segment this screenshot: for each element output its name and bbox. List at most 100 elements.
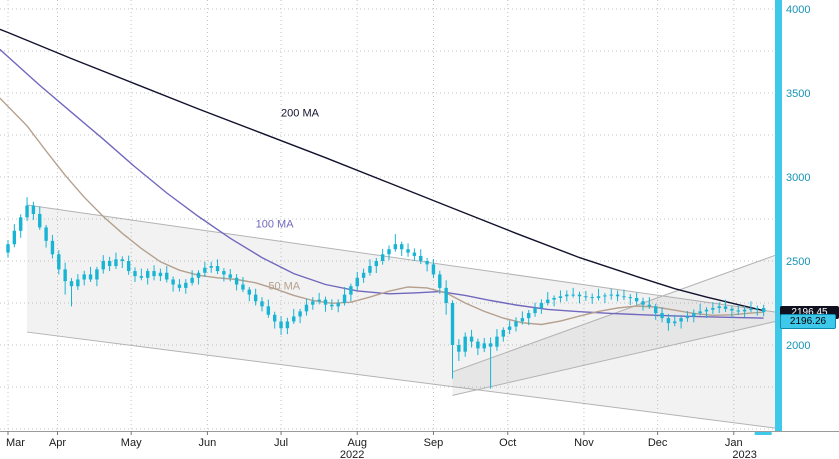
candle-body: [488, 343, 493, 347]
candle-body: [406, 249, 410, 253]
month-label: May: [121, 437, 142, 449]
candle-body: [120, 259, 124, 261]
candle-body: [50, 240, 55, 255]
candle-body: [393, 244, 398, 250]
candle-body: [69, 281, 74, 287]
candle-body: [425, 261, 429, 265]
candle-body: [95, 269, 99, 280]
candle-body: [742, 309, 747, 312]
candle-body: [692, 313, 696, 317]
candle-body: [146, 271, 150, 278]
candle-body: [584, 296, 588, 298]
candle-body: [361, 272, 366, 278]
candle-body: [704, 309, 709, 312]
candle-body: [107, 261, 112, 267]
candle-body: [596, 296, 601, 298]
candle-body: [469, 336, 474, 342]
candle-body: [590, 297, 594, 299]
candle-body: [292, 316, 296, 322]
candle-body: [654, 306, 658, 314]
year-label: 2023: [732, 449, 756, 459]
candle-body: [444, 287, 448, 303]
candle-body: [241, 284, 245, 290]
candle-body: [685, 316, 690, 319]
candle-body: [431, 264, 436, 275]
plot-area: [0, 0, 775, 431]
candle-body: [101, 261, 105, 270]
ma-label-50-ma: 50 MA: [268, 281, 300, 293]
candle-body: [19, 217, 23, 231]
ma-line-100-ma: [0, 48, 764, 319]
y-axis-highlight-strip[interactable]: [775, 0, 782, 431]
candle-body: [673, 321, 677, 324]
candle-body: [520, 318, 525, 322]
candle-body: [419, 255, 423, 261]
candle-body: [126, 261, 131, 272]
x-axis[interactable]: Mar Apr May Jun Jul Aug Sep Oct Nov Dec Jan 2022 202…: [0, 431, 839, 459]
candle-body: [761, 308, 766, 313]
month-label: Jul: [274, 437, 288, 449]
candle-body: [736, 310, 740, 312]
candle-body: [177, 284, 182, 288]
candle-body: [266, 306, 271, 315]
candle-body: [717, 306, 721, 309]
month-label: Nov: [574, 437, 594, 449]
candle-body: [228, 274, 232, 278]
candle-body: [507, 326, 512, 330]
candle-body: [571, 294, 575, 296]
candle-body: [476, 341, 480, 349]
y-axis[interactable]: 4000 3500 3000 2500 2000: [786, 4, 810, 352]
candle-body: [165, 272, 169, 280]
y-axis-label: 4000: [786, 4, 810, 16]
candle-body: [558, 296, 563, 298]
candle-body: [209, 266, 213, 268]
y-axis-label: 2000: [786, 340, 810, 352]
candle-body: [114, 259, 118, 267]
candle-body: [279, 321, 283, 329]
candle-body: [152, 271, 156, 277]
candle-body: [660, 313, 664, 319]
candle-body: [438, 274, 442, 288]
candle-body: [285, 321, 290, 329]
month-label: Apr: [49, 437, 66, 449]
candle-body: [546, 299, 550, 303]
candle-body: [698, 311, 702, 314]
candle-body: [253, 294, 258, 302]
candle-body: [577, 294, 582, 297]
x-axis-background: [0, 431, 839, 459]
month-label: Sep: [424, 437, 444, 449]
month-label: Aug: [347, 437, 367, 449]
candle-body: [222, 271, 226, 275]
candle-body: [82, 274, 86, 280]
candle-body: [158, 272, 163, 277]
y-axis-label: 3000: [786, 172, 810, 184]
candle-body: [234, 277, 239, 285]
candle-body: [215, 266, 220, 272]
candle-body: [641, 301, 645, 305]
candle-body: [12, 230, 17, 245]
candles-layer: [6, 197, 766, 389]
candle-body: [76, 279, 80, 287]
candle-body: [400, 244, 404, 250]
candle-body: [273, 314, 277, 322]
candle-body: [711, 308, 715, 310]
candle-body: [323, 299, 328, 305]
candle-body: [31, 205, 36, 214]
candle-body: [539, 303, 544, 309]
month-label: Oct: [499, 437, 516, 449]
candle-body: [552, 297, 556, 300]
current-time-marker: [754, 432, 772, 435]
ma-line-200-ma: [0, 28, 764, 312]
candle-body: [260, 301, 264, 307]
y-axis-label: 3500: [786, 88, 810, 100]
candle-body: [634, 297, 639, 302]
candle-body: [184, 282, 188, 288]
candle-body: [63, 269, 67, 282]
candle-body: [368, 266, 372, 273]
candle-body: [25, 205, 29, 218]
candle-body: [533, 308, 537, 314]
candle-body: [723, 306, 728, 309]
candle-body: [647, 304, 652, 307]
